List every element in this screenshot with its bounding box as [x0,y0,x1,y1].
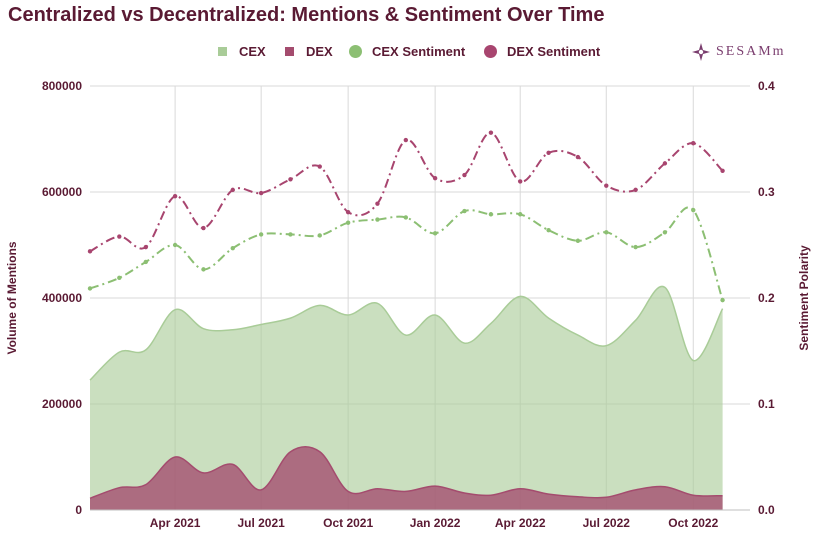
cex-sentiment-point [403,215,409,220]
cex-sentiment-point [488,212,494,217]
legend-label-cex-sentiment: CEX Sentiment [372,44,466,59]
dex-sentiment-point [575,154,581,160]
cex-sentiment-line [89,206,724,301]
y-tick-label: 0 [75,503,82,517]
cex-area [90,286,723,510]
dex-sentiment-point [375,201,380,206]
cex-sentiment-point [143,259,148,265]
dex-sentiment-swatch [484,45,497,58]
cex-sentiment-point [720,297,725,303]
y-tick-label: 600000 [42,185,82,199]
y-tick-label: 200000 [42,397,82,411]
sesamm-logo: SESAMm [690,41,786,63]
cex-sentiment-swatch [349,45,362,58]
y2-tick-label: 0.4 [758,79,775,93]
dex-sentiment-point [143,244,148,250]
dex-sentiment-point [691,141,696,146]
x-tick-label: Jan 2022 [410,516,461,530]
cex-sentiment-point [201,267,206,272]
dex-sentiment-point [230,187,235,193]
cex-sentiment-point [230,245,235,251]
dex-sentiment-point [403,137,409,143]
y2-tick-label: 0.2 [758,291,775,305]
x-tick-label: Oct 2022 [668,516,718,530]
dex-sentiment-point [288,177,293,182]
legend-label-dex-sentiment: DEX Sentiment [507,44,601,59]
dex-sentiment-point [117,234,122,239]
y-tick-label: 400000 [42,291,82,305]
cex-sentiment-point [258,232,264,237]
legend: CEX DEX CEX Sentiment DEX Sentiment [0,44,817,62]
dex-sentiment-point [317,164,322,169]
cex-sentiment-point [317,233,322,238]
x-tick-label: Jul 2021 [237,516,285,530]
y2-axis-title: Sentiment Polarity [797,245,811,351]
dex-sentiment-point [488,130,494,135]
cex-sentiment-point [662,230,668,235]
legend-item-cex[interactable]: CEX [218,44,266,59]
cex-sentiment-point [375,217,380,222]
dex-sentiment-point [258,190,264,196]
cex-sentiment-point [462,208,467,214]
dex-sentiment-point [720,168,725,173]
dex-sentiment-point [604,183,609,188]
cex-sentiment-point [575,238,581,243]
y-axis-title: Volume of Mentions [5,241,19,354]
legend-label-cex: CEX [239,44,266,59]
y-tick-label: 800000 [42,79,82,93]
cex-sentiment-point [172,242,178,248]
dex-sentiment-point [172,194,178,199]
legend-item-dex[interactable]: DEX [285,44,333,59]
y2-tick-label: 0.3 [758,185,775,199]
cex-sentiment-point [633,244,638,250]
cex-sentiment-point [432,231,438,236]
sesamm-logo-icon [692,43,710,61]
legend-label-dex: DEX [306,44,333,59]
cex-swatch [218,47,227,56]
dex-sentiment-point [432,176,438,181]
logo-text: SESAMm [716,44,786,59]
dex-sentiment-point [518,179,523,184]
y2-tick-label: 0.0 [758,503,775,517]
dex-sentiment-point [633,187,638,193]
legend-item-cex-sentiment[interactable]: CEX Sentiment [349,44,465,59]
cex-sentiment-point [87,286,93,291]
cex-sentiment-point [288,232,293,237]
x-tick-label: Apr 2021 [150,516,201,530]
x-tick-label: Oct 2021 [323,516,373,530]
cex-sentiment-point [604,230,609,235]
dex-area-edge [89,446,723,500]
dex-sentiment-point [87,249,93,254]
legend-item-dex-sentiment[interactable]: DEX Sentiment [484,44,600,59]
dex-sentiment-point [546,150,551,155]
x-tick-label: Apr 2022 [495,516,546,530]
cex-sentiment-point [117,275,122,281]
dex-sentiment-point [201,225,206,231]
dex-sentiment-point [462,172,467,178]
dex-sentiment-point [345,209,351,215]
dex-sentiment-point [662,161,668,166]
cex-sentiment-point [345,220,351,225]
x-tick-label: Jul 2022 [583,516,631,530]
chart-title: Centralized vs Decentralized: Mentions &… [8,4,605,26]
cex-sentiment-point [518,212,523,217]
dex-swatch [285,47,294,56]
cex-sentiment-point [691,207,696,213]
cex-area-edge [89,285,724,381]
dex-area [90,446,723,510]
y2-tick-label: 0.1 [758,397,775,411]
cex-sentiment-point [546,227,551,233]
